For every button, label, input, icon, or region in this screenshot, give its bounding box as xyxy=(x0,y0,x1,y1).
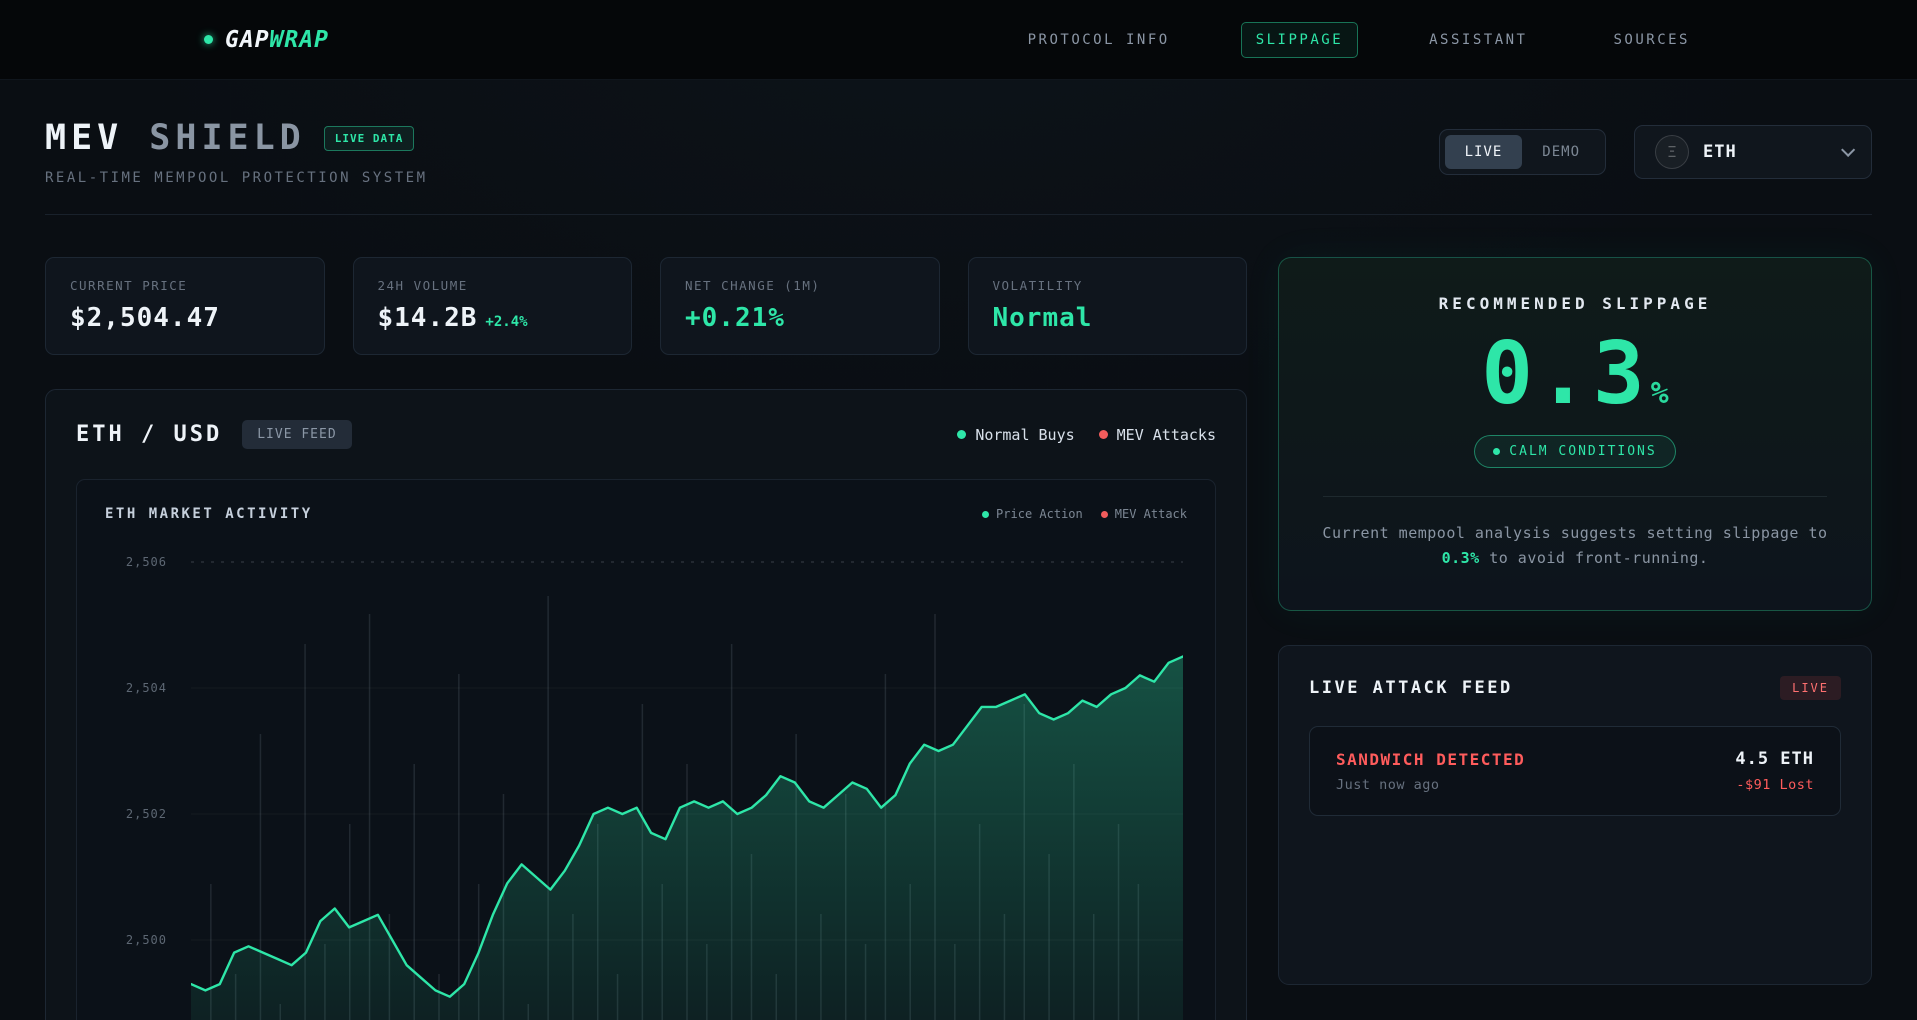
legend-normal-buys: Normal Buys xyxy=(957,426,1075,444)
legend-mev-attacks: MEV Attacks xyxy=(1098,426,1216,444)
market-chart-card: ETH / USD LIVE FEED Normal Buys MEV Atta… xyxy=(45,389,1247,1020)
stat-card-current-price: CURRENT PRICE $2,504.47 xyxy=(45,257,325,355)
attack-type: SANDWICH DETECTED xyxy=(1336,749,1526,769)
live-mode-button[interactable]: LIVE xyxy=(1444,135,1523,169)
slippage-unit: % xyxy=(1650,376,1669,411)
green-dot-icon xyxy=(982,510,990,518)
live-feed-badge: LIVE FEED xyxy=(242,420,352,449)
legend-mev-attack: MEV Attack xyxy=(1100,507,1187,521)
legend-price-action: Price Action xyxy=(982,507,1083,521)
attack-loss: -$91 Lost xyxy=(1736,777,1814,793)
stat-card-volatility: VOLATILITY Normal xyxy=(967,257,1247,355)
attack-time: Just now ago xyxy=(1336,776,1440,793)
stat-label: NET CHANGE (1M) xyxy=(685,278,821,293)
y-axis-label: 2,500 xyxy=(125,933,167,947)
stat-card-volume: 24H VOLUME $14.2B +2.4% xyxy=(352,257,632,355)
chart-pair-title: ETH / USD xyxy=(76,422,223,447)
asset-selector-value: ETH xyxy=(1703,142,1737,162)
chart-plot xyxy=(191,544,1183,1020)
slippage-title: RECOMMENDED SLIPPAGE xyxy=(1438,294,1712,313)
logo-dot-icon xyxy=(204,35,213,44)
stat-label: VOLATILITY xyxy=(992,278,1083,293)
y-axis-label: 2,502 xyxy=(125,807,167,821)
stat-value: Normal xyxy=(992,303,1093,333)
green-dot-icon xyxy=(957,430,967,439)
conditions-badge: CALM CONDITIONS xyxy=(1474,435,1676,469)
chevron-down-icon xyxy=(1841,142,1856,157)
nav-menu: PROTOCOL INFO SLIPPAGE ASSISTANT SOURCES xyxy=(1013,21,1705,58)
page-title: MEV SHIELD xyxy=(45,118,306,158)
demo-mode-button[interactable]: DEMO xyxy=(1522,135,1600,169)
eth-coin-icon: Ξ xyxy=(1655,135,1689,169)
panel-legend: Price Action MEV Attack xyxy=(982,507,1187,521)
stats-row: CURRENT PRICE $2,504.47 24H VOLUME $14.2… xyxy=(45,257,1247,355)
slippage-strong-value: 0.3% xyxy=(1441,549,1480,568)
stat-change-suffix: +2.4% xyxy=(485,314,528,330)
logo[interactable]: GAPWRAP xyxy=(204,27,329,53)
y-axis: 2,506 2,504 2,502 2,500 xyxy=(105,544,177,1020)
slippage-divider xyxy=(1323,496,1827,498)
panel-title: ETH MARKET ACTIVITY xyxy=(105,506,313,522)
nav-item-protocol-info[interactable]: PROTOCOL INFO xyxy=(1027,31,1170,48)
stat-label: CURRENT PRICE xyxy=(70,278,188,293)
nav-item-sources[interactable]: SOURCES xyxy=(1613,31,1690,48)
price-chart-area: 2,506 2,504 2,502 2,500 xyxy=(105,544,1187,1020)
chart-legend: Normal Buys MEV Attacks xyxy=(957,426,1216,444)
page-subtitle: REAL-TIME MEMPOOL PROTECTION SYSTEM xyxy=(45,170,428,186)
attack-event-row: SANDWICH DETECTED Just now ago 4.5 ETH -… xyxy=(1309,726,1841,816)
top-navbar: GAPWRAP PROTOCOL INFO SLIPPAGE ASSISTANT… xyxy=(0,0,1917,80)
mode-toggle: LIVE DEMO xyxy=(1438,129,1606,175)
red-dot-icon xyxy=(1098,430,1108,439)
asset-selector-dropdown[interactable]: Ξ ETH xyxy=(1634,125,1872,179)
attack-feed-title: LIVE ATTACK FEED xyxy=(1309,678,1513,698)
header-divider xyxy=(45,214,1872,215)
stat-card-net-change: NET CHANGE (1M) +0.21% xyxy=(660,257,940,355)
live-badge: LIVE xyxy=(1780,676,1841,700)
live-attack-feed-card: LIVE ATTACK FEED LIVE SANDWICH DETECTED … xyxy=(1278,645,1872,985)
market-activity-panel: ETH MARKET ACTIVITY Price Action MEV Att… xyxy=(76,479,1216,1020)
slippage-description: Current mempool analysis suggests settin… xyxy=(1322,524,1828,568)
logo-text: GAPWRAP xyxy=(225,26,329,53)
page-header: MEV SHIELD LIVE DATA REAL-TIME MEMPOOL P… xyxy=(0,118,1917,186)
y-axis-label: 2,506 xyxy=(125,555,167,569)
recommended-slippage-card: RECOMMENDED SLIPPAGE 0.3% CALM CONDITION… xyxy=(1278,257,1872,611)
y-axis-label: 2,504 xyxy=(125,681,167,695)
nav-item-slippage[interactable]: SLIPPAGE xyxy=(1240,21,1359,58)
attack-amount: 4.5 ETH xyxy=(1735,749,1814,769)
price-chart-svg xyxy=(191,544,1183,1020)
stat-label: 24H VOLUME xyxy=(377,278,468,293)
stat-value: +0.21% xyxy=(685,303,785,333)
live-data-badge: LIVE DATA xyxy=(323,125,415,151)
stat-value: $14.2B +2.4% xyxy=(377,303,528,333)
nav-item-assistant[interactable]: ASSISTANT xyxy=(1429,31,1528,48)
slippage-value: 0.3% xyxy=(1481,324,1669,424)
red-dot-icon xyxy=(1100,510,1108,518)
stat-value: $2,504.47 xyxy=(70,303,220,333)
green-dot-icon xyxy=(1493,448,1501,456)
